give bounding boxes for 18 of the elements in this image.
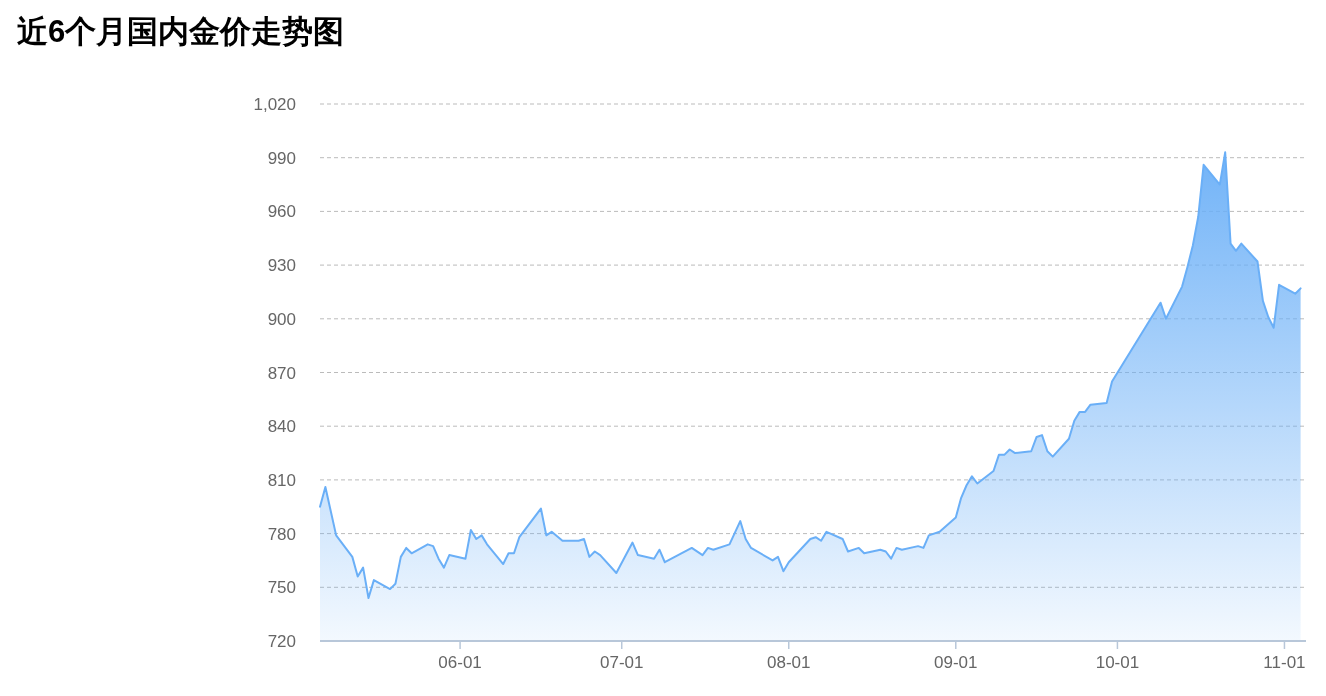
y-tick-label: 720 <box>267 632 296 651</box>
y-tick-label: 810 <box>267 470 296 490</box>
y-tick-label: 930 <box>267 256 296 276</box>
x-tick-label: 09-01 <box>934 653 978 672</box>
x-tick-label: 08-01 <box>767 653 811 672</box>
y-tick-label: 780 <box>267 524 296 544</box>
x-tick-label: 10-01 <box>1095 653 1140 672</box>
y-tick-label: 990 <box>267 148 296 168</box>
x-tick-label: 11-01 <box>1263 653 1306 672</box>
y-tick-label: 870 <box>267 363 296 383</box>
y-tick-label: 1,020 <box>253 95 296 114</box>
y-tick-label: 900 <box>267 309 296 329</box>
x-tick-label: 06-01 <box>438 653 482 672</box>
chart-title: 近6个月国内金价走势图 <box>17 14 345 49</box>
y-tick-label: 750 <box>267 578 296 598</box>
x-tick-label: 07-01 <box>599 653 644 672</box>
y-tick-label: 840 <box>267 417 296 437</box>
y-tick-label: 960 <box>267 202 296 222</box>
